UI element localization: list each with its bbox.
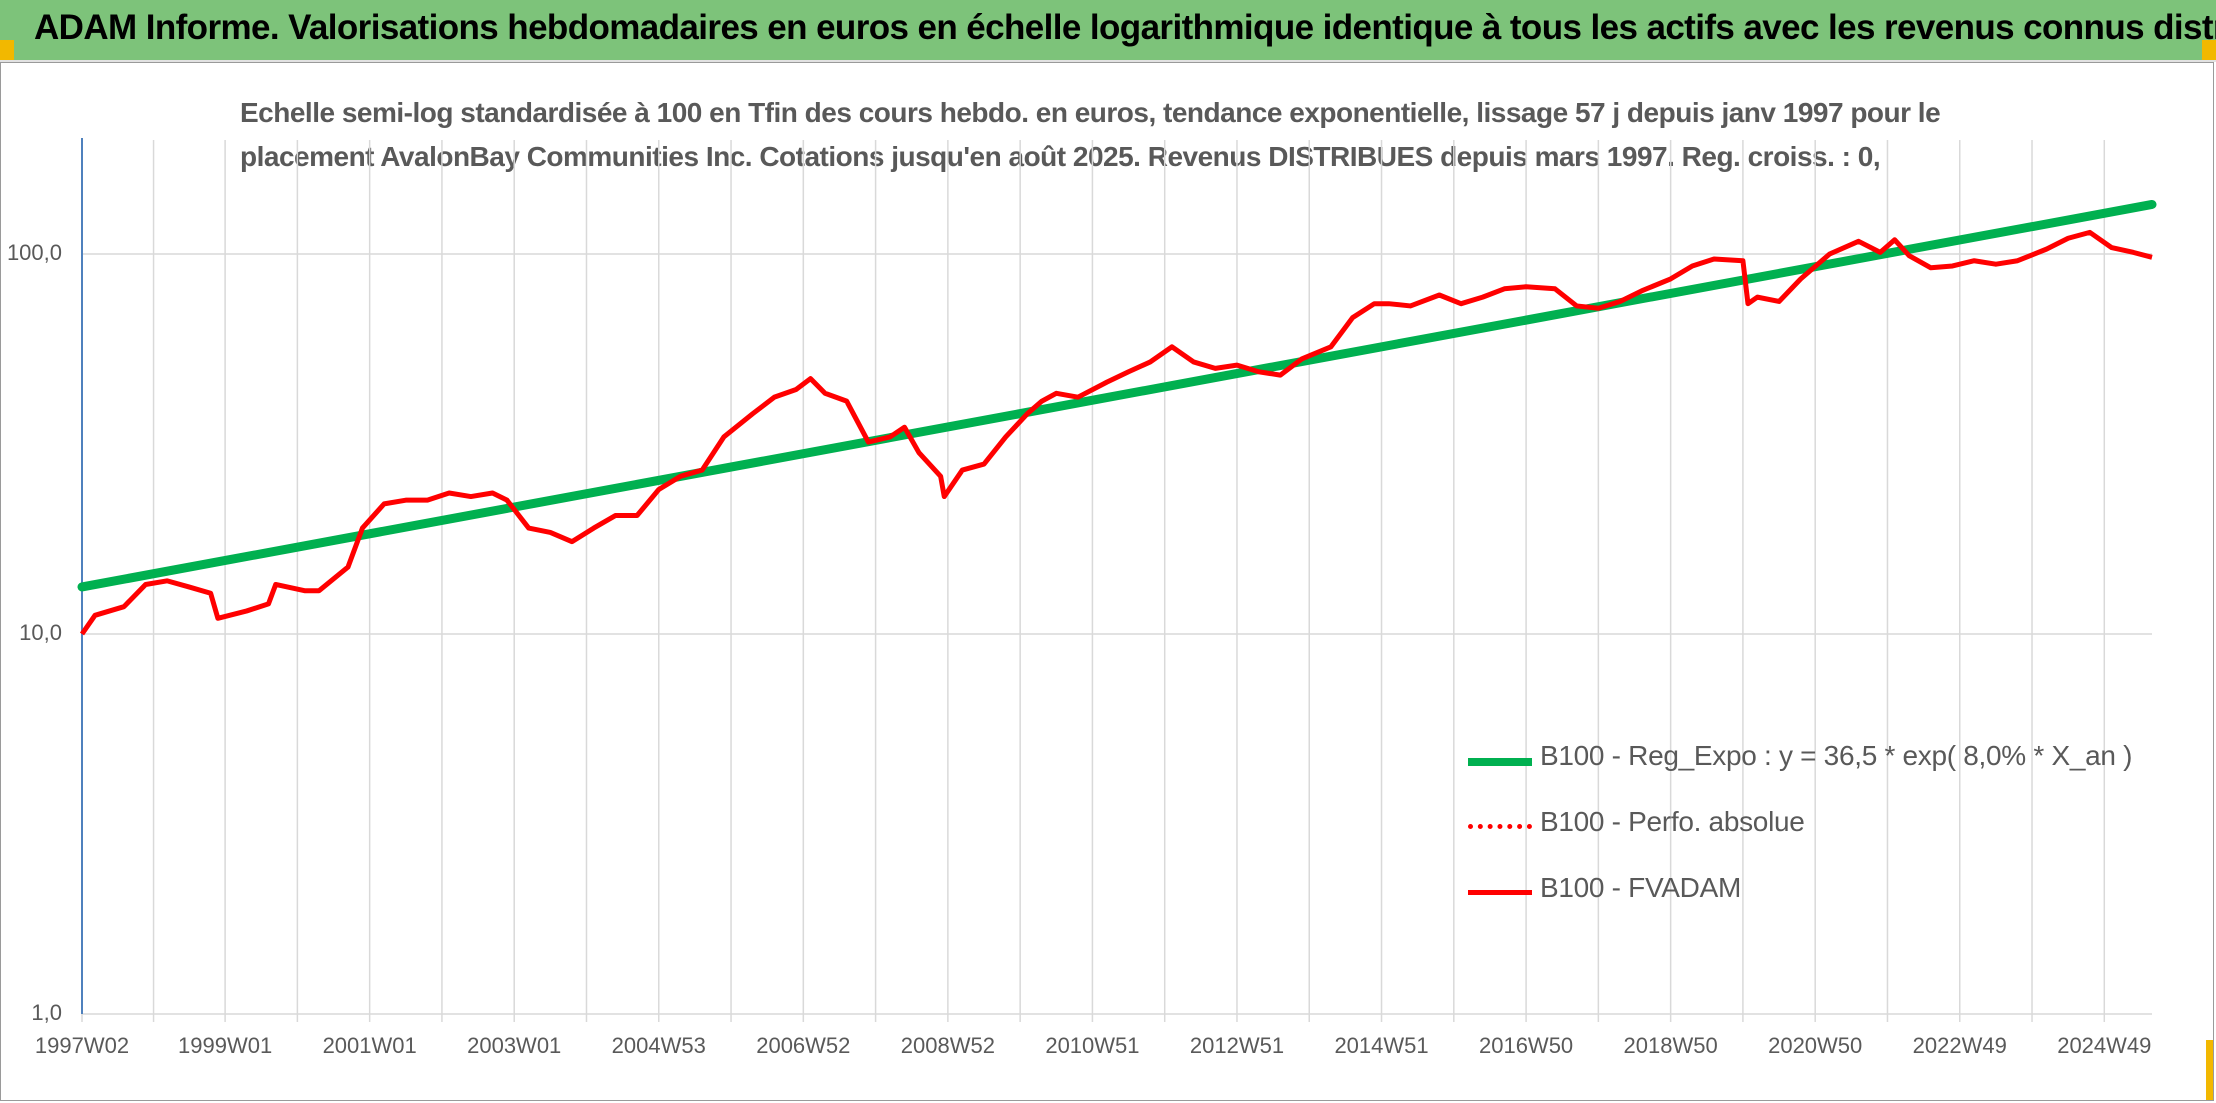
legend-swatch-regression [1468, 758, 1532, 766]
y-tick-label: 100,0 [6, 240, 62, 265]
x-tick-label: 2020W50 [1768, 1033, 1863, 1058]
x-tick-label: 2010W51 [1045, 1033, 1140, 1058]
x-tick-label: 2024W49 [2057, 1033, 2152, 1058]
corner-accent-top-left [0, 40, 14, 60]
x-tick-label: 1999W01 [178, 1033, 273, 1058]
corner-accent-bottom-right [2206, 1040, 2214, 1100]
x-tick-label: 2016W50 [1478, 1033, 1574, 1058]
chart-title-line-2: placement AvalonBay Communities Inc. Cot… [240, 141, 1881, 172]
x-tick-label: 2003W01 [467, 1033, 562, 1058]
y-tick-label: 10,0 [19, 620, 62, 645]
y-tick-label: 1,0 [31, 1000, 62, 1025]
legend-label-fvadam: B100 - FVADAM [1540, 872, 1741, 903]
header-bar: ADAM Informe. Valorisations hebdomadaire… [0, 0, 2216, 62]
page-title: ADAM Informe. Valorisations hebdomadaire… [34, 8, 2216, 47]
legend-label-perfo: B100 - Perfo. absolue [1540, 806, 1805, 837]
x-tick-label: 2022W49 [1912, 1033, 2007, 1058]
chart-title-line-1: Echelle semi-log standardisée à 100 en T… [240, 97, 1941, 128]
x-tick-label: 2008W52 [900, 1033, 995, 1058]
legend-label-regression: B100 - Reg_Expo : y = 36,5 * exp( 8,0% *… [1540, 740, 2133, 771]
legend-swatch-fvadam [1468, 890, 1532, 895]
x-tick-label: 2006W52 [756, 1033, 851, 1058]
x-tick-label: 2004W53 [611, 1033, 706, 1058]
x-tick-label: 1997W02 [34, 1033, 130, 1058]
corner-accent-top-right [2202, 40, 2216, 60]
x-tick-label: 2018W50 [1623, 1033, 1718, 1058]
chart-frame [0, 62, 2214, 1101]
x-tick-label: 2012W51 [1189, 1033, 1285, 1058]
x-tick-label: 2014W51 [1334, 1033, 1429, 1058]
legend-swatch-perfo [1468, 824, 1532, 829]
x-tick-label: 2001W01 [322, 1033, 417, 1058]
series-line-regression [77, 199, 2157, 592]
series-line-fvadam [79, 229, 2153, 636]
